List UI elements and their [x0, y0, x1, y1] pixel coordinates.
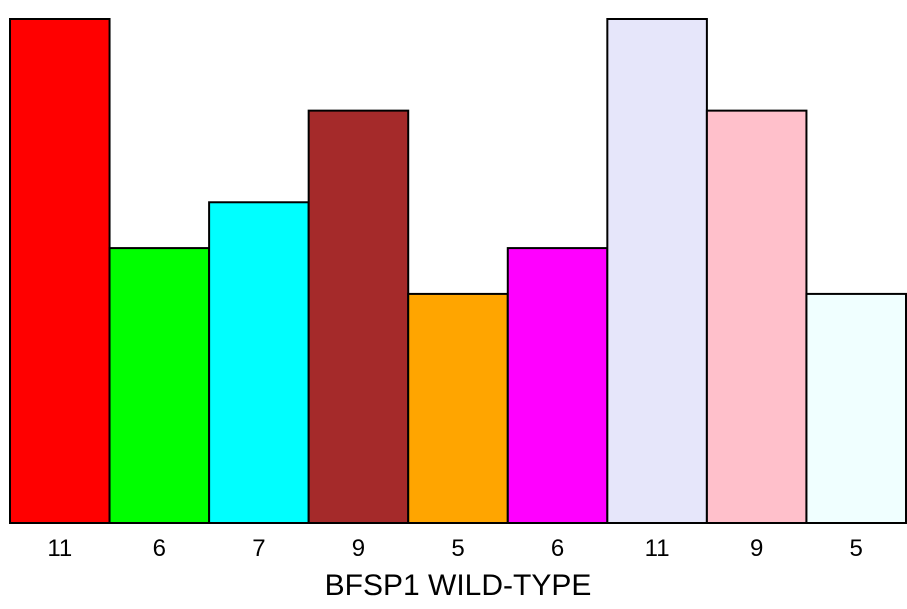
- bar-4: [307, 109, 410, 525]
- x-tick-label-7: 11: [645, 535, 670, 562]
- bar-7: [606, 18, 708, 524]
- bar-2: [108, 247, 211, 524]
- x-tick-label-9: 5: [850, 535, 863, 562]
- bars-group: [9, 18, 907, 525]
- tick-labels-group: 11 6 7 9 5 6 11 9 5: [47, 535, 863, 562]
- bar-8: [705, 109, 808, 525]
- x-tick-label-4: 9: [352, 535, 365, 562]
- bar-6: [506, 247, 609, 524]
- x-tick-label-6: 6: [551, 535, 564, 562]
- x-tick-label-8: 9: [750, 535, 763, 562]
- bar-9: [805, 292, 907, 524]
- bar-1: [9, 18, 111, 524]
- x-axis-label: BFSP1 WILD-TYPE: [325, 569, 592, 602]
- x-tick-label-5: 5: [451, 535, 464, 562]
- bar-5: [407, 292, 509, 524]
- x-tick-label-1: 11: [47, 535, 72, 562]
- x-tick-label-3: 7: [252, 535, 265, 562]
- x-tick-label-2: 6: [153, 535, 166, 562]
- bar-3: [208, 201, 310, 524]
